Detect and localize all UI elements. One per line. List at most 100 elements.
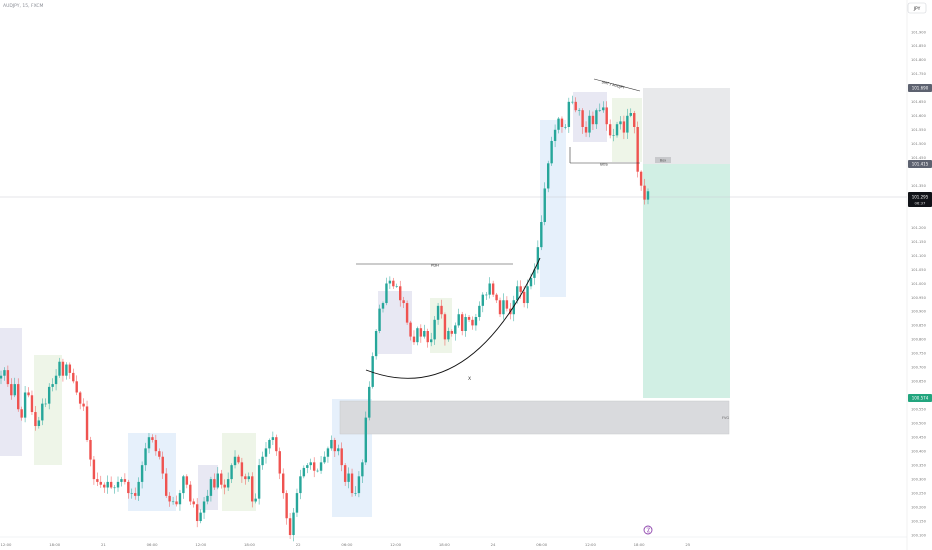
sweep-line xyxy=(593,78,641,92)
candle-body xyxy=(471,319,474,326)
candle-body xyxy=(540,222,543,248)
candle-body xyxy=(247,476,250,480)
target-badge-label: 101.690 xyxy=(912,86,929,91)
price-tick-label: 100.850 xyxy=(911,324,927,328)
time-tick-label: 06:00 xyxy=(147,542,159,547)
curve-label: X xyxy=(468,376,471,382)
candle-body xyxy=(275,437,278,452)
candle-body xyxy=(405,303,409,323)
candle-body xyxy=(633,113,636,127)
candle-body xyxy=(436,305,440,320)
candle-body xyxy=(464,317,467,331)
candle-body xyxy=(271,437,275,440)
candle-body xyxy=(120,479,123,482)
candle-body xyxy=(423,330,426,337)
candle-body xyxy=(278,451,281,474)
stop-badge: 100.574 xyxy=(908,394,932,402)
candle-body xyxy=(574,101,577,111)
candle-body xyxy=(96,479,99,482)
price-tick-label: 100.450 xyxy=(911,435,927,439)
candle-body xyxy=(412,336,416,343)
candle-body xyxy=(182,476,185,494)
candle-body xyxy=(312,462,316,471)
time-tick-label: 12:00 xyxy=(1,542,13,547)
candle-body xyxy=(553,129,557,141)
candle-body xyxy=(89,439,92,460)
candle-body xyxy=(3,370,6,376)
candle-body xyxy=(605,107,608,125)
candle-body xyxy=(37,420,41,427)
price-tick-label: 100.700 xyxy=(911,366,927,370)
candle-body xyxy=(23,392,27,418)
candle-body xyxy=(550,140,553,164)
candle-body xyxy=(395,286,398,287)
time-tick-label: 18:00 xyxy=(49,542,61,547)
candle-body xyxy=(302,467,306,477)
pdh-label: PDH xyxy=(431,264,439,268)
session-zone xyxy=(198,465,218,510)
candle-body xyxy=(478,305,481,318)
currency-label[interactable]: JPY xyxy=(913,6,921,12)
candle-body xyxy=(340,448,343,466)
price-tick-label: 101.800 xyxy=(911,58,927,62)
candle-body xyxy=(460,314,464,331)
candle-body xyxy=(244,476,247,480)
countdown-label: 06:37 xyxy=(915,201,927,206)
currency-button[interactable]: JPY xyxy=(907,2,927,14)
candle-body xyxy=(13,384,16,396)
candle-body xyxy=(495,294,498,301)
candle-body xyxy=(447,330,450,340)
candle-body xyxy=(178,493,182,505)
candle-body xyxy=(522,291,526,304)
candle-body xyxy=(113,487,116,489)
candle-body xyxy=(608,124,612,136)
candle-body xyxy=(34,412,37,427)
candle-body xyxy=(450,330,454,334)
candle-body xyxy=(454,325,457,334)
candle-body xyxy=(240,462,244,477)
event-flag-icon[interactable] xyxy=(643,525,653,535)
candle-body xyxy=(306,465,309,468)
candle-body xyxy=(491,283,495,295)
candle-body xyxy=(474,317,478,326)
candle-body xyxy=(164,473,168,496)
candle-body xyxy=(622,121,626,133)
candle-body xyxy=(481,294,485,306)
candle-body xyxy=(516,286,519,301)
symbol-label: AUDJPY, 15, FXCM xyxy=(3,3,43,9)
candle-body xyxy=(388,280,392,284)
stop-loss-box xyxy=(643,88,730,164)
price-tick-label: 101.600 xyxy=(911,114,927,118)
candle-body xyxy=(557,118,560,130)
price-tick-label: 100.200 xyxy=(911,505,927,509)
candle-body xyxy=(567,101,571,127)
candle-body xyxy=(130,493,133,494)
candle-body xyxy=(639,171,643,186)
candle-body xyxy=(357,476,361,494)
stop-badge-label: 100.574 xyxy=(912,396,929,401)
price-tick-label: 100.400 xyxy=(911,449,927,453)
candle-body xyxy=(612,135,615,136)
candle-body xyxy=(409,322,412,337)
candle-body xyxy=(151,437,154,440)
candle-body xyxy=(27,392,30,396)
candle-body xyxy=(206,495,209,502)
candle-body xyxy=(343,465,347,482)
candle-body xyxy=(134,493,137,496)
price-tick-labels: 101.900 101.850 101.800 101.750 101.650 101.6… xyxy=(911,30,927,537)
candle-body xyxy=(326,448,330,457)
candle-body xyxy=(216,473,220,488)
candle-body xyxy=(233,456,237,466)
price-tick-label: 101.000 xyxy=(911,282,927,286)
session-zone xyxy=(34,355,62,465)
candle-body xyxy=(443,314,447,340)
candle-body xyxy=(44,403,47,405)
candle-body xyxy=(209,479,213,496)
candle-body xyxy=(577,110,581,111)
candle-body xyxy=(591,115,595,125)
price-tick-label: 101.850 xyxy=(911,44,927,48)
current-badge-label: 101.295 xyxy=(912,195,929,200)
candle-body xyxy=(498,300,502,315)
candle-body xyxy=(350,473,354,494)
